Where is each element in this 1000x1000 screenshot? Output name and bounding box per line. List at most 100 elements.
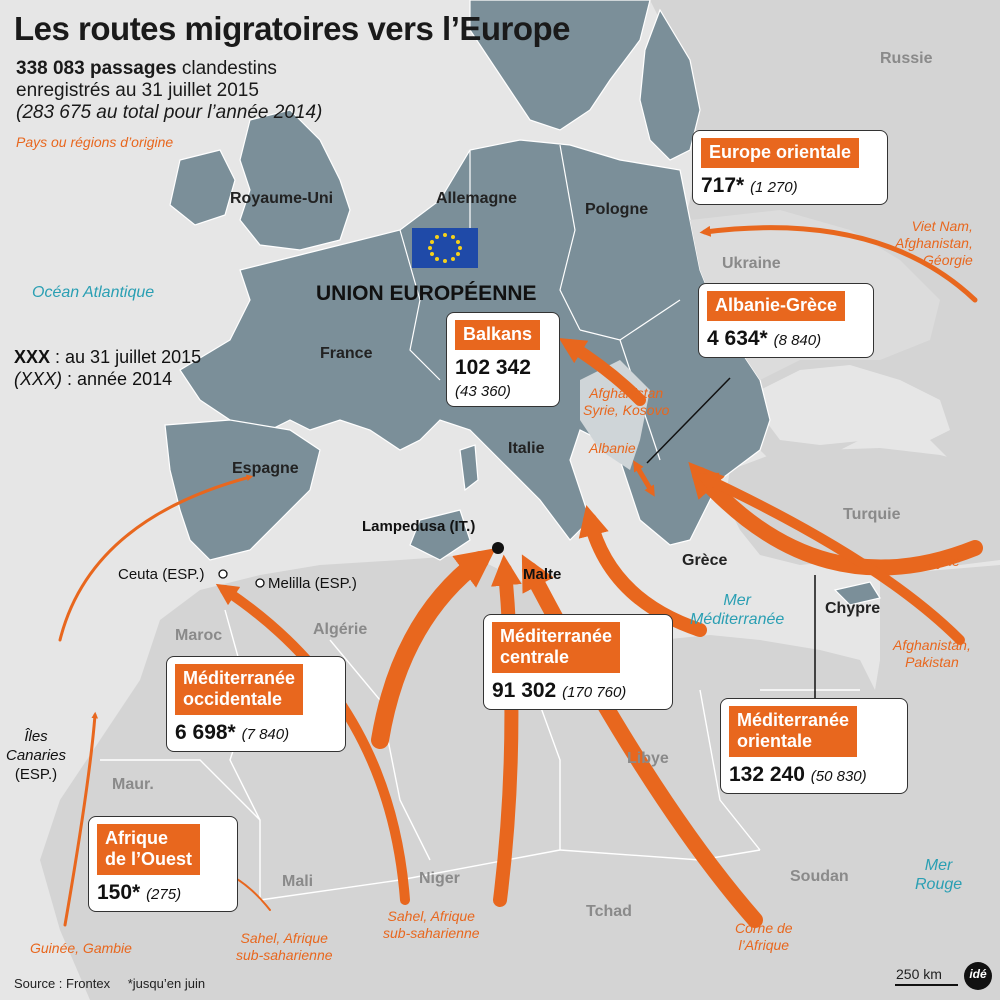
route-value: 4 634* (8 840) bbox=[707, 327, 865, 351]
route-name-line-1: Méditerranée bbox=[500, 626, 613, 646]
origin-albanie: Albanie bbox=[589, 440, 636, 456]
label-canaries: Îles Canaries (ESP.) bbox=[6, 727, 66, 784]
label-ocean-atlantique: Océan Atlantique bbox=[32, 284, 155, 301]
route-name-line-1: Méditerranée bbox=[183, 668, 296, 688]
route-value: 717* (1 270) bbox=[701, 174, 879, 198]
route-value-2014: (43 360) bbox=[455, 383, 511, 400]
route-value-2014: (50 830) bbox=[810, 768, 867, 785]
label-espagne: Espagne bbox=[232, 460, 299, 477]
origin-afpak-line-2: Pakistan bbox=[905, 654, 959, 670]
route-name-line-2: occidentale bbox=[183, 689, 283, 709]
label-italie: Italie bbox=[508, 440, 545, 457]
route-box-albanie-grece: Albanie-Grèce 4 634* (8 840) bbox=[698, 283, 874, 358]
route-name-line-2: de l’Ouest bbox=[105, 849, 193, 869]
route-name: Afrique de l’Ouest bbox=[97, 824, 201, 875]
origin-sahel2-line-2: sub-saharienne bbox=[383, 925, 480, 941]
route-value: 150* (275) bbox=[97, 881, 229, 905]
route-value-2015: 4 634* bbox=[707, 327, 768, 350]
arrow-europe-orientale bbox=[699, 225, 978, 303]
canaries-line-1: Îles bbox=[24, 728, 48, 745]
origin-afghanistan-pakistan: Afghanistan, Pakistan bbox=[893, 637, 971, 671]
arrow-med-centrale-ouest bbox=[371, 548, 496, 749]
label-maroc: Maroc bbox=[175, 627, 223, 644]
arrow-afrique-ouest-guinee bbox=[63, 711, 99, 927]
route-name-line-2: centrale bbox=[500, 647, 570, 667]
route-name-line-1: Méditerranée bbox=[737, 710, 850, 730]
origin-balk-line-2: Syrie, Kosovo bbox=[583, 402, 670, 418]
melilla-dot bbox=[255, 578, 265, 588]
route-value-2015: 717* bbox=[701, 174, 745, 197]
label-union-europeenne: UNION EUROPÉENNE bbox=[316, 282, 537, 305]
arrow-albanie-grece bbox=[633, 460, 655, 497]
ceuta-dot bbox=[218, 569, 228, 579]
label-france: France bbox=[320, 345, 373, 362]
label-algerie: Algérie bbox=[313, 621, 368, 638]
route-box-med-orientale: Méditerranée orientale 132 240 (50 830) bbox=[720, 698, 908, 794]
route-box-med-occidentale: Méditerranée occidentale 6 698* (7 840) bbox=[166, 656, 346, 752]
label-melilla: Melilla (ESP.) bbox=[268, 575, 357, 592]
logo-text: idé bbox=[969, 967, 987, 981]
value-legend: XXX : au 31 juillet 2015 (XXX) : année 2… bbox=[14, 346, 201, 390]
label-mer-mediterranee: Mer Méditerranée bbox=[690, 591, 784, 629]
source-note: Source : Frontex *jusqu’en juin bbox=[14, 976, 205, 991]
label-niger: Niger bbox=[419, 870, 460, 887]
route-name: Balkans bbox=[455, 320, 541, 350]
legend-key-2015: XXX bbox=[14, 347, 51, 367]
label-malte: Malte bbox=[523, 566, 562, 583]
label-turquie: Turquie bbox=[843, 506, 901, 523]
scale-label: 250 km bbox=[896, 966, 942, 982]
arrow-balkans bbox=[558, 338, 646, 406]
subtitle-line-1: 338 083 passages clandestins bbox=[16, 58, 322, 80]
mer-mediterranee-line-2: Méditerranée bbox=[690, 611, 785, 628]
label-chypre: Chypre bbox=[825, 600, 881, 617]
subtitle: 338 083 passages clandestins enregistrés… bbox=[16, 58, 322, 124]
page-title: Les routes migratoires vers l’Europe bbox=[14, 10, 571, 47]
label-russie: Russie bbox=[880, 50, 933, 67]
arrow-med-orientale-afpak bbox=[695, 472, 965, 645]
route-box-med-centrale: Méditerranée centrale 91 302 (170 760) bbox=[483, 614, 673, 710]
label-mer-rouge: Mer Rouge bbox=[915, 856, 962, 894]
eu-flag-icon bbox=[412, 228, 478, 268]
connector-lines bbox=[646, 377, 816, 700]
route-box-afrique-ouest: Afrique de l’Ouest 150* (275) bbox=[88, 816, 238, 912]
origin-syrie: Syrie bbox=[928, 553, 960, 569]
route-value-2014: (8 840) bbox=[773, 332, 822, 349]
origin-viet-line-1: Viet Nam, bbox=[911, 218, 973, 234]
subtitle-line-1-rest: clandestins bbox=[181, 58, 277, 79]
mer-rouge-line-1: Mer bbox=[924, 857, 953, 874]
land-middle-east bbox=[870, 565, 1000, 1000]
label-tchad: Tchad bbox=[586, 903, 632, 920]
label-soudan: Soudan bbox=[790, 868, 849, 885]
label-ceuta: Ceuta (ESP.) bbox=[118, 566, 205, 583]
mer-rouge-line-2: Rouge bbox=[915, 876, 963, 893]
origin-sahel-ouest: Sahel, Afrique sub-saharienne bbox=[236, 930, 333, 964]
label-mali: Mali bbox=[282, 873, 314, 890]
label-allemagne: Allemagne bbox=[436, 190, 517, 207]
route-value: 132 240 (50 830) bbox=[729, 763, 899, 787]
route-value-2015: 6 698* bbox=[175, 721, 236, 744]
origin-sahel-centre: Sahel, Afrique sub-saharienne bbox=[383, 908, 480, 942]
origin-sahel1-line-2: sub-saharienne bbox=[236, 947, 333, 963]
label-pologne: Pologne bbox=[585, 201, 649, 218]
label-grece: Grèce bbox=[682, 552, 728, 569]
origin-guinee-gambie: Guinée, Gambie bbox=[30, 940, 132, 956]
source-text: Source : Frontex bbox=[14, 976, 111, 991]
label-libye: Libye bbox=[627, 750, 669, 767]
mer-mediterranee-line-1: Mer bbox=[723, 592, 751, 609]
label-lampedusa: Lampedusa (IT.) bbox=[362, 518, 476, 535]
route-name-line-2: orientale bbox=[737, 731, 813, 751]
arrow-afrique-ouest-canaries bbox=[58, 474, 254, 642]
origin-corne-afrique: Corne de l’Afrique bbox=[735, 920, 793, 954]
route-value-2015: 102 342 bbox=[455, 356, 531, 379]
origin-sahel2-line-1: Sahel, Afrique bbox=[387, 908, 475, 924]
arrow-med-orientale-syrie bbox=[688, 461, 983, 576]
route-name: Europe orientale bbox=[701, 138, 860, 168]
legend-text-2015: : au 31 juillet 2015 bbox=[50, 347, 202, 367]
lampedusa-dot bbox=[492, 542, 504, 554]
black-sea bbox=[760, 365, 950, 445]
route-name: Méditerranée orientale bbox=[729, 706, 858, 757]
origin-afpak-line-1: Afghanistan, bbox=[893, 637, 971, 653]
route-box-europe-orientale: Europe orientale 717* (1 270) bbox=[692, 130, 888, 205]
origin-balkans: Afghanistan Syrie, Kosovo bbox=[583, 385, 669, 419]
route-value-2015: 150* bbox=[97, 881, 141, 904]
